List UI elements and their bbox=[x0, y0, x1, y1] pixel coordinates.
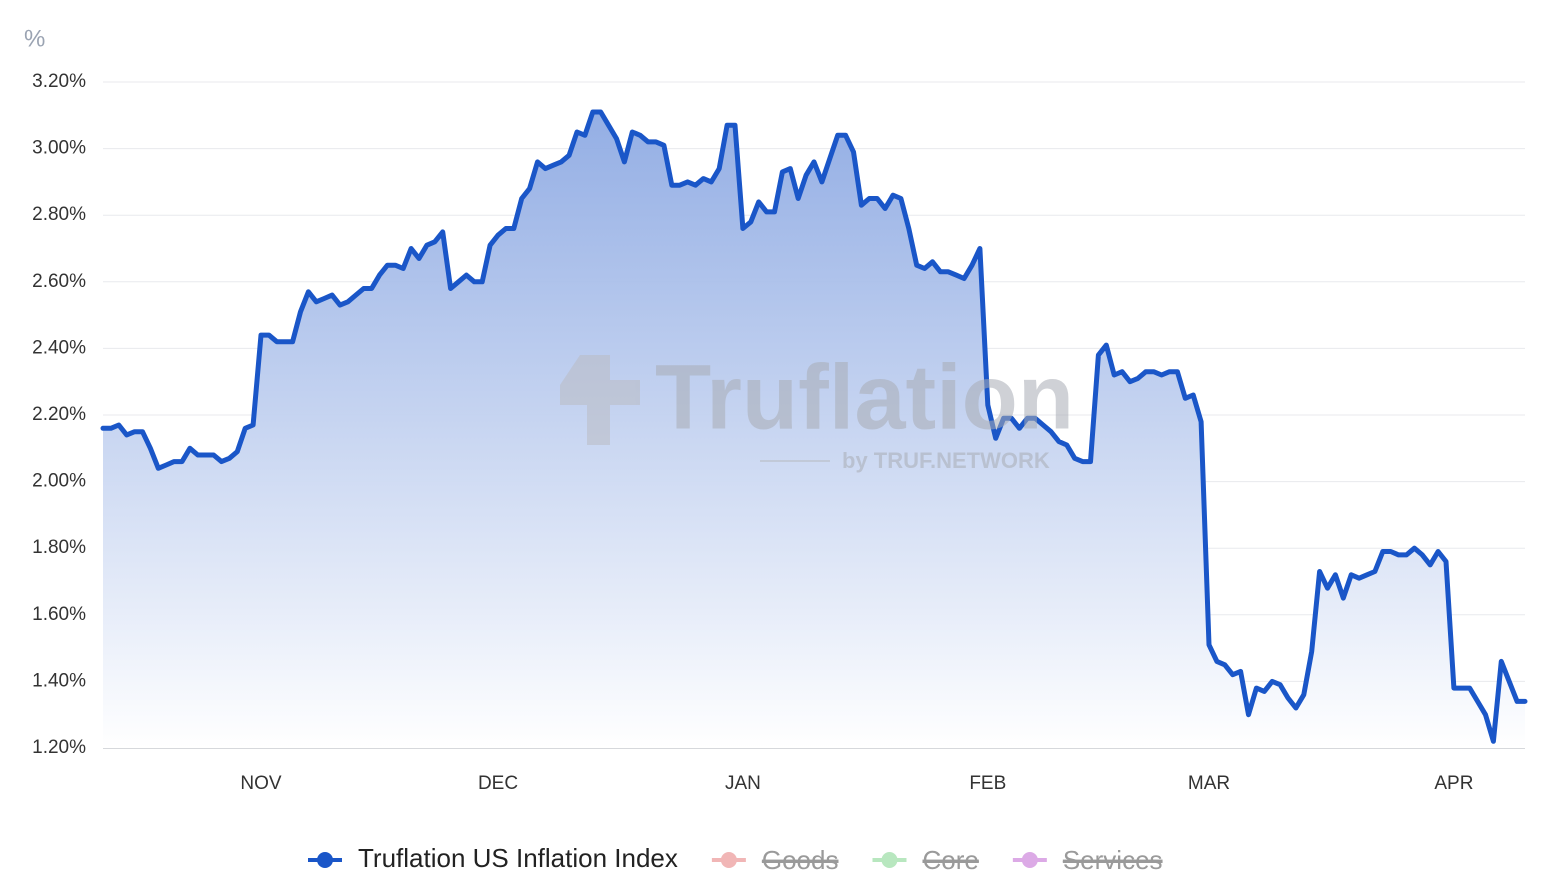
legend-label: Services bbox=[1063, 845, 1163, 875]
y-tick-label: 1.20% bbox=[32, 737, 86, 758]
legend: Truflation US Inflation Index Goods Core Se… bbox=[308, 843, 1163, 875]
legend-label: Core bbox=[922, 845, 978, 875]
x-tick-label: DEC bbox=[478, 773, 518, 794]
line bbox=[100, 109, 1528, 744]
x-tick-label: FEB bbox=[969, 773, 1006, 794]
legend-item[interactable]: Services bbox=[1012, 845, 1163, 875]
y-tick-label: 2.80% bbox=[32, 204, 86, 225]
y-unit: % bbox=[24, 25, 45, 52]
y-tick-label: 3.00% bbox=[32, 138, 86, 159]
area bbox=[103, 112, 1525, 748]
y-tick-label: 2.20% bbox=[32, 404, 86, 425]
y-tick-label: 1.60% bbox=[32, 604, 86, 625]
y-tick-label: 2.00% bbox=[32, 471, 86, 492]
x-axis: NOV DEC JAN FEB MAR APR bbox=[240, 773, 1473, 794]
legend-label: Truflation US Inflation Index bbox=[358, 843, 678, 873]
x-tick-label: MAR bbox=[1188, 773, 1230, 794]
legend-item[interactable]: Goods bbox=[711, 845, 839, 875]
legend-swatch-dot bbox=[881, 852, 898, 868]
watermark-logo bbox=[560, 355, 640, 445]
x-tick-label: NOV bbox=[240, 773, 282, 794]
legend-item[interactable]: Truflation US Inflation Index bbox=[308, 843, 678, 873]
watermark-title: Truflation bbox=[655, 346, 1074, 448]
legend-swatch-dot bbox=[720, 852, 737, 868]
watermark: Truflation by TRUF.NETWORK bbox=[560, 346, 1074, 473]
y-tick-label: 3.20% bbox=[32, 71, 86, 92]
x-tick-label: APR bbox=[1434, 773, 1473, 794]
legend-item[interactable]: Core bbox=[872, 845, 979, 875]
plot bbox=[100, 109, 1528, 748]
legend-swatch-dot bbox=[317, 852, 333, 868]
watermark-subtitle: by TRUF.NETWORK bbox=[842, 448, 1050, 473]
x-tick-label: JAN bbox=[725, 773, 761, 794]
y-tick-label: 2.40% bbox=[32, 337, 86, 358]
y-tick-label: 1.40% bbox=[32, 670, 86, 691]
y-tick-label: 1.80% bbox=[32, 537, 86, 558]
legend-swatch-dot bbox=[1021, 852, 1038, 868]
y-tick-label: 2.60% bbox=[32, 271, 86, 292]
legend-label: Goods bbox=[762, 845, 839, 875]
